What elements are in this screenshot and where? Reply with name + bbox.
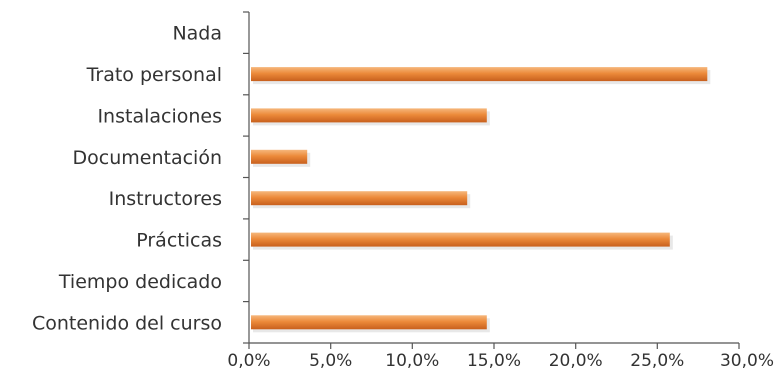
category-label: Instructores: [109, 188, 222, 210]
bar-3: [251, 149, 308, 164]
x-tick-label: 5,0%: [309, 351, 352, 371]
bar-5: [251, 232, 670, 247]
bar-2: [251, 108, 487, 123]
x-tick-label: 10,0%: [385, 351, 439, 371]
category-label: Nada: [172, 23, 222, 45]
bar-4: [251, 191, 468, 206]
category-label: Trato personal: [86, 64, 222, 86]
category-label: Prácticas: [136, 230, 222, 252]
x-tick-label: 20,0%: [549, 351, 603, 371]
labels-group: Nada Trato personal Instalaciones Documenta…: [32, 23, 774, 371]
bar-7: [251, 315, 487, 330]
x-tick-label: 0,0%: [227, 351, 270, 371]
category-label: Contenido del curso: [32, 312, 222, 334]
category-label: Instalaciones: [97, 105, 222, 127]
axes-group: [243, 11, 740, 349]
x-tick-label: 30,0%: [720, 351, 774, 371]
category-label: Tiempo dedicado: [58, 271, 222, 293]
category-label: Documentación: [73, 147, 222, 169]
x-tick-label: 25,0%: [630, 351, 684, 371]
x-tick-label: 15,0%: [467, 351, 521, 371]
bars-group: [251, 67, 711, 333]
bar-1: [251, 67, 708, 82]
